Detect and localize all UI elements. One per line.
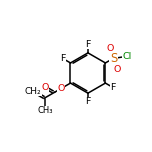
Text: CH₃: CH₃ [37,106,53,115]
Text: O: O [57,84,65,93]
Text: CH₂: CH₂ [25,87,42,96]
Text: S: S [110,52,117,65]
Text: O: O [107,44,114,53]
Text: Cl: Cl [122,52,132,61]
Text: F: F [85,97,91,106]
Text: F: F [85,40,91,49]
Text: F: F [111,83,116,92]
Text: F: F [60,54,65,63]
Text: O: O [113,65,121,74]
Text: O: O [41,83,49,92]
